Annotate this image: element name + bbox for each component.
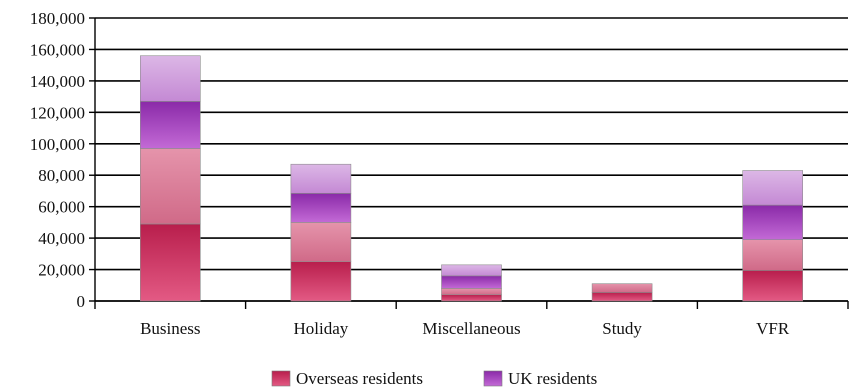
bar-segment-overseas-business: [140, 223, 201, 302]
bar-segment-uk-miscellaneous: [441, 275, 502, 289]
gridlines: [95, 17, 848, 302]
bar-segment-overseas-holiday: [290, 261, 352, 302]
bar-segment-uk-holiday-upper: [290, 163, 352, 194]
bar-segment-uk-vfr-upper: [742, 170, 804, 206]
x-tick-label: Business: [140, 319, 200, 338]
bar-segment-overseas-miscellaneous-upper: [441, 288, 502, 296]
bar-segment-overseas-study-upper: [591, 283, 653, 293]
x-tick-label: VFR: [756, 319, 790, 338]
bar-segment-overseas-vfr: [742, 270, 804, 302]
x-tick-label: Study: [602, 319, 642, 338]
x-tick-label: Miscellaneous: [422, 319, 520, 338]
y-tick-label: 20,000: [38, 261, 85, 280]
y-tick-label: 100,000: [30, 135, 85, 154]
bars: [140, 55, 804, 302]
y-tick-label: 160,000: [30, 40, 85, 59]
y-tick-label: 0: [77, 292, 86, 311]
legend: Overseas residents UK residents: [271, 369, 597, 387]
bar-segment-uk-business-upper: [140, 55, 201, 102]
legend-swatch-uk: [483, 370, 503, 387]
bar-segment-uk-vfr: [742, 204, 804, 240]
y-tick-label: 180,000: [30, 9, 85, 28]
bar-segment-overseas-holiday-upper: [290, 222, 352, 262]
bar-segment-overseas-vfr-upper: [742, 239, 804, 271]
bar-segment-overseas-study: [591, 292, 653, 302]
bar-segment-uk-holiday: [290, 193, 352, 223]
legend-swatch-overseas: [271, 370, 291, 387]
bar-segment-uk-miscellaneous-upper: [441, 264, 502, 277]
y-tick-label: 80,000: [38, 166, 85, 185]
bar-segment-overseas-miscellaneous: [441, 294, 502, 302]
bar-segment-overseas-business-upper: [140, 148, 201, 225]
legend-label-overseas: Overseas residents: [296, 369, 423, 387]
y-tick-label: 40,000: [38, 229, 85, 248]
bar-segment-uk-business: [140, 101, 201, 149]
y-tick-label: 140,000: [30, 72, 85, 91]
tick-labels: 0 20,000 40,000 60,000 80,000 100,000 120,000 1…: [30, 9, 790, 338]
legend-label-uk: UK residents: [508, 369, 597, 387]
x-tick-label: Holiday: [294, 319, 349, 338]
y-tick-label: 60,000: [38, 198, 85, 217]
y-tick-label: 120,000: [30, 103, 85, 122]
